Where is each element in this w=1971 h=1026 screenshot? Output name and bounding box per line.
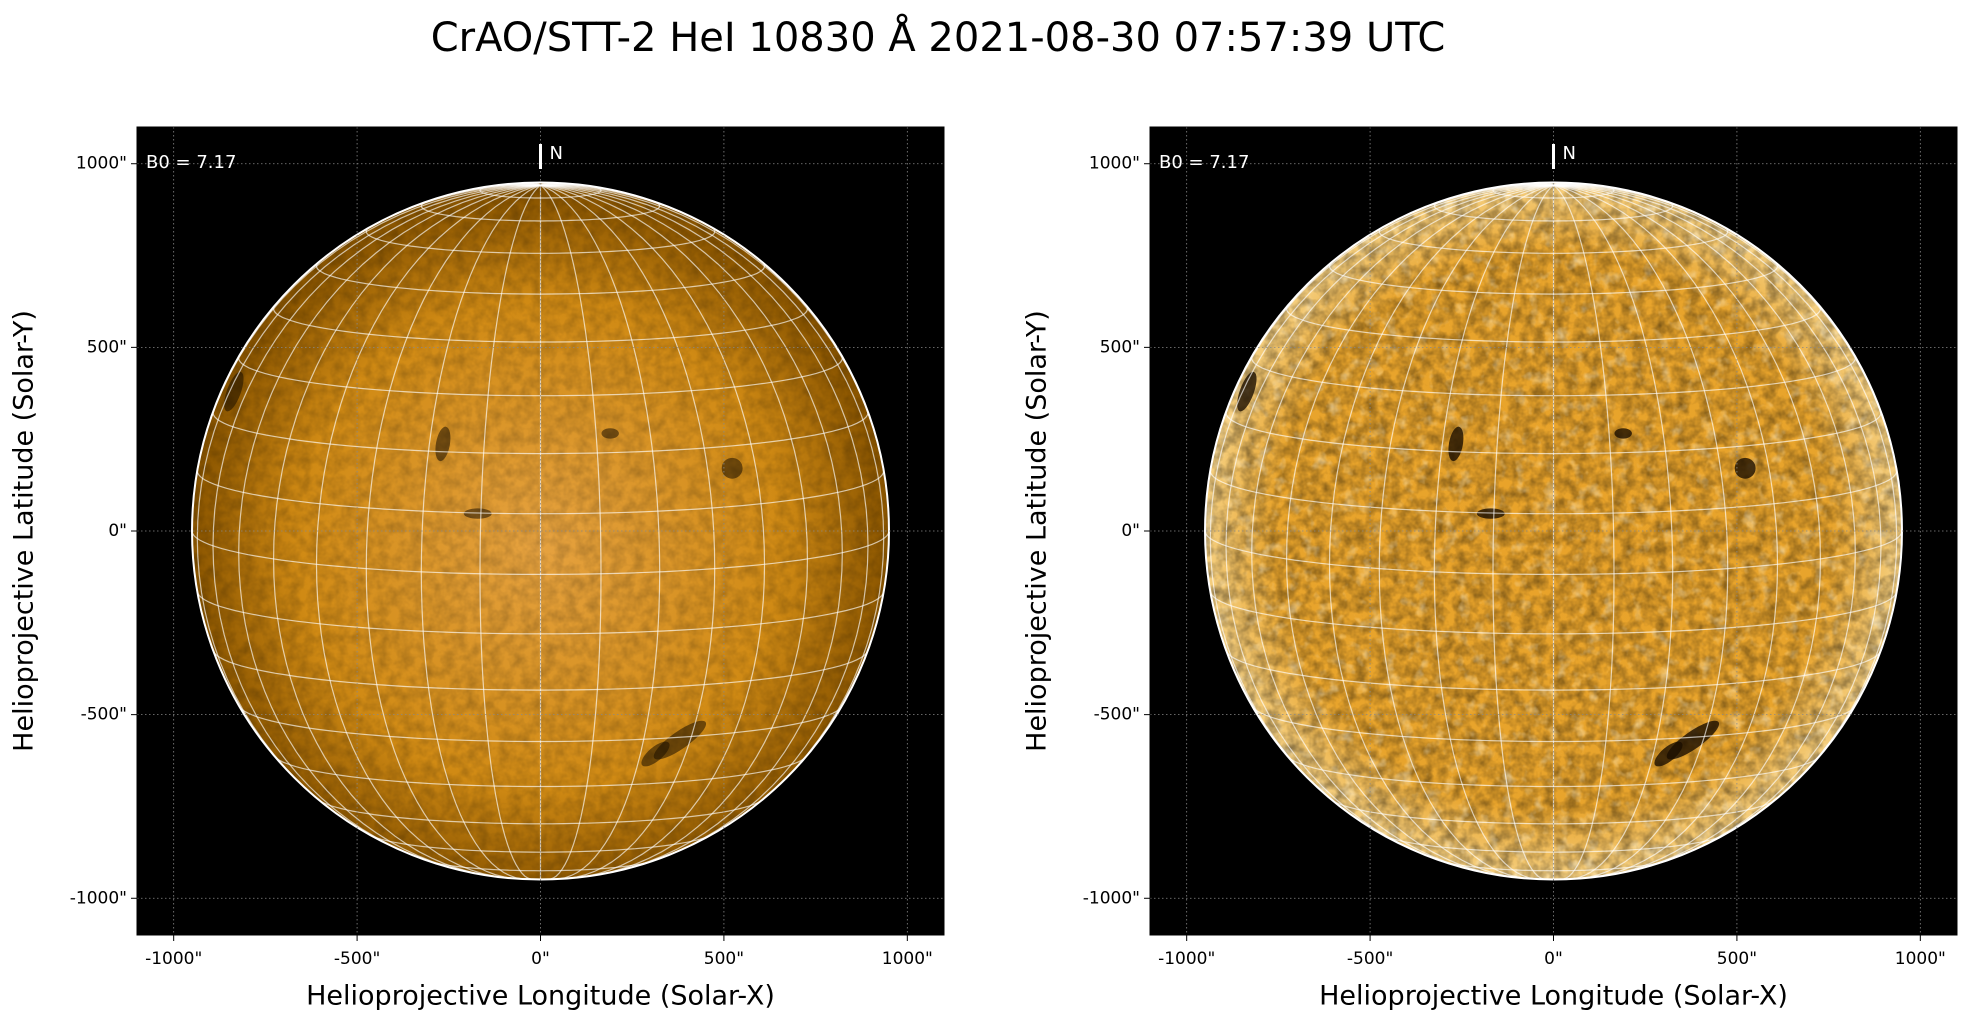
heliographic-grid-line [196,184,541,816]
heliographic-grid-line [1251,184,1554,872]
heliographic-grid-line [1553,184,1822,876]
y-tick-label: 0" [1121,521,1140,541]
dark-filament [1654,741,1683,767]
heliographic-grid-line [540,184,869,860]
x-tick-label: -500" [334,949,380,969]
north-label: N [550,143,563,164]
dark-filament [721,457,743,479]
heliographic-grid-line [540,184,843,872]
heliographic-grid-line [1553,184,1674,880]
plot-frame [1149,126,1958,936]
y-tick-label: 500" [87,337,127,357]
heliographic-grid-line [479,184,541,880]
heliographic-grid-line [540,184,661,880]
y-tick-label: 1000" [1089,154,1140,174]
y-tick-label: -500" [81,705,127,725]
y-tick-label: -500" [1094,705,1140,725]
x-tick-label: 500" [1717,949,1757,969]
y-tick-label: -1000" [70,888,127,908]
x-tick-label: 0" [1544,949,1563,969]
heliographic-grid-line [1433,184,1554,880]
b0-annotation: B0 = 7.17 [146,152,236,173]
dark-filament [1734,457,1756,479]
heliographic-grid-line [540,184,885,816]
y-tick-label: -1000" [1083,888,1140,908]
x-axis-label: Helioprojective Longitude (Solar-X) [306,981,775,1012]
heliographic-grid-line [1285,184,1554,876]
heliographic-grid-line [1553,184,1856,872]
figure-title: CrAO/STT-2 HeI 10830 Å 2021-08-30 07:57:… [431,13,1446,61]
heliographic-grid-line [540,184,809,876]
heliographic-grid-line [420,184,541,880]
b0-annotation: B0 = 7.17 [1159,152,1249,173]
y-tick-label: 1000" [76,154,127,174]
x-tick-label: 0" [531,949,550,969]
y-tick-label: 500" [1100,337,1140,357]
heliographic-grid-line [540,184,602,880]
dark-filament [641,741,670,767]
x-tick-label: 500" [704,949,744,969]
heliographic-grid-line [1225,184,1554,860]
dark-filament [224,371,244,412]
heliographic-grid-line [1553,184,1729,879]
dark-filament [1237,371,1257,412]
dark-filament [435,426,451,462]
dark-filament [601,428,619,439]
x-tick-label: -1000" [1158,949,1215,969]
dark-filament [1448,426,1464,462]
heliographic-grid-line [365,184,541,879]
plot-frame [136,126,945,936]
x-tick-label: -500" [1347,949,1393,969]
x-axis-label: Helioprojective Longitude (Solar-X) [1319,981,1788,1012]
y-tick-label: 0" [108,521,127,541]
x-tick-label: -1000" [145,949,202,969]
heliographic-grid-line [272,184,541,876]
north-label: N [1563,143,1576,164]
x-tick-label: 1000" [1895,949,1946,969]
heliographic-grid-line [1492,184,1554,880]
heliographic-grid-line [315,184,541,877]
heliographic-grid-line [212,184,541,860]
heliographic-grid-line [1553,184,1779,877]
heliographic-grid-line [540,184,766,877]
y-axis-label: Helioprojective Latitude (Solar-Y) [1022,310,1053,752]
dark-filament [1614,428,1632,439]
heliographic-grid-line [1553,184,1882,860]
heliographic-grid-line [1209,184,1554,816]
heliographic-grid-line [1378,184,1554,879]
heliographic-grid-line [540,184,716,879]
y-axis-label: Helioprojective Latitude (Solar-Y) [9,310,40,752]
heliographic-grid-line [1553,184,1615,880]
heliographic-grid-line [1553,184,1898,816]
x-tick-label: 1000" [882,949,933,969]
heliographic-grid-line [238,184,541,872]
heliographic-grid-line [1328,184,1554,877]
